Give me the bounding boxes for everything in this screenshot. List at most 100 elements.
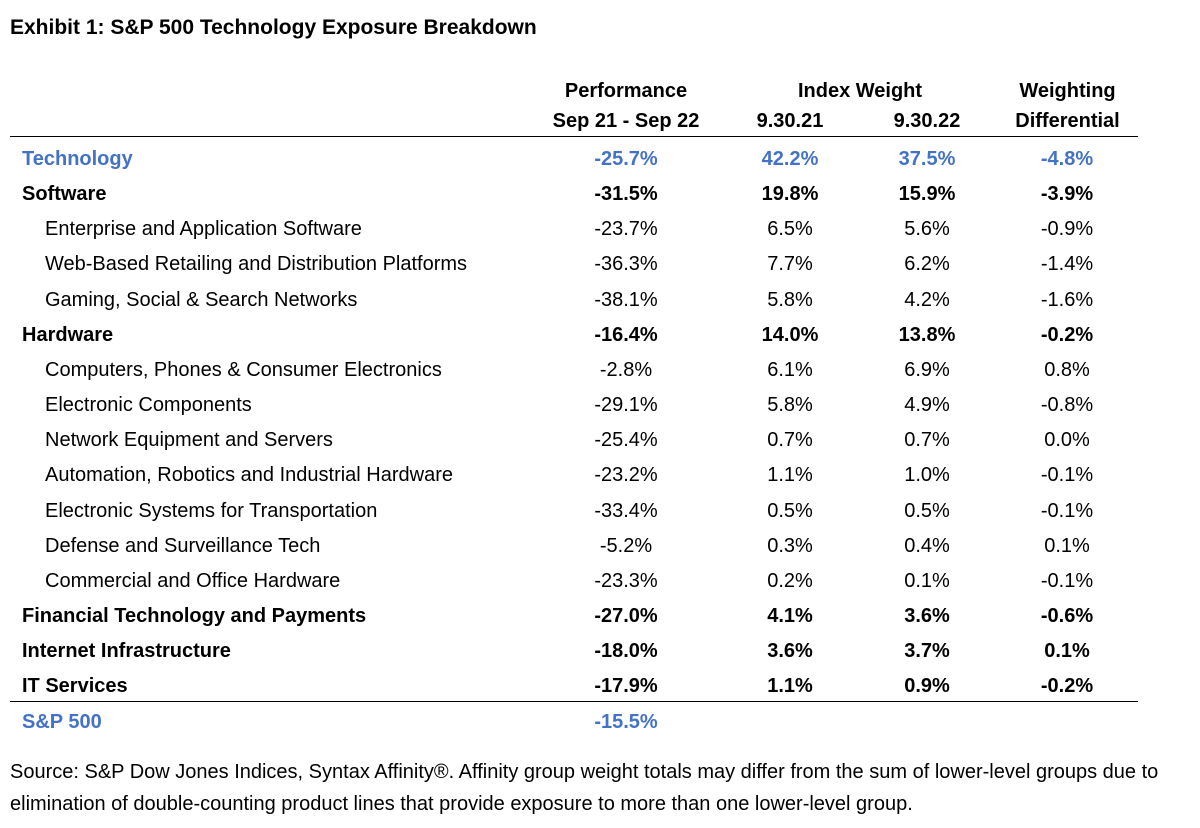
cell-diff: -1.4% [1040, 253, 1094, 276]
cell-w2022: 1.0% [904, 464, 950, 487]
cell-w2021: 5.8% [767, 288, 813, 311]
table-row: Hardware -16.4% 14.0% 13.8% -0.2% [0, 317, 1200, 352]
cell-w2021: 0.2% [767, 569, 813, 592]
cell-performance: -38.1% [594, 288, 658, 311]
cell-performance: -25.4% [594, 429, 658, 452]
sp500-label: S&P 500 [22, 711, 102, 733]
header-differential-line1: Weighting [1019, 80, 1116, 102]
row-label: Electronic Components [45, 394, 252, 417]
cell-w2021: 1.1% [767, 464, 813, 487]
cell-w2022: 37.5% [898, 148, 956, 170]
row-label: Web-Based Retailing and Distribution Pla… [45, 253, 468, 276]
cell-performance: -33.4% [594, 499, 658, 522]
cell-w2022: 3.6% [904, 604, 950, 627]
header-index-weight: Index Weight [797, 80, 923, 102]
header-weight-2022: 9.30.22 [893, 110, 961, 132]
cell-performance: -23.7% [594, 218, 658, 241]
cell-w2022: 4.2% [904, 288, 950, 311]
table-row: Internet Infrastructure -18.0% 3.6% 3.7% 0.1… [0, 633, 1200, 668]
cell-w2022: 0.4% [904, 534, 950, 557]
cell-performance: -16.4% [594, 323, 658, 346]
cell-diff: 0.1% [1044, 640, 1090, 663]
cell-w2021: 0.7% [767, 429, 813, 452]
cell-w2021: 6.5% [767, 218, 813, 241]
cell-w2022: 0.1% [904, 569, 950, 592]
table-row: Financial Technology and Payments -27.0% 4… [0, 598, 1200, 633]
table-row: Network Equipment and Servers -25.4% 0.7% 0… [0, 422, 1200, 457]
table-row: Software -31.5% 19.8% 15.9% -3.9% [0, 176, 1200, 211]
cell-diff: 0.1% [1044, 534, 1090, 557]
exhibit-title: Exhibit 1: S&P 500 Technology Exposure B… [10, 16, 537, 39]
cell-diff: -4.8% [1040, 148, 1094, 170]
cell-w2022: 4.9% [904, 394, 950, 417]
header-rule [10, 136, 1138, 137]
cell-w2022: 15.9% [898, 183, 956, 206]
cell-diff: 0.0% [1044, 429, 1090, 452]
cell-w2021: 3.6% [767, 640, 813, 663]
sp500-performance: -15.5% [594, 711, 658, 733]
cell-diff: -0.1% [1040, 464, 1094, 487]
header-weight-2021: 9.30.21 [756, 110, 824, 132]
row-label: Automation, Robotics and Industrial Hard… [45, 464, 453, 487]
cell-w2022: 6.9% [904, 358, 950, 381]
cell-w2022: 0.5% [904, 499, 950, 522]
cell-diff: -0.6% [1040, 604, 1094, 627]
cell-performance: -18.0% [594, 640, 658, 663]
row-label: Internet Infrastructure [22, 640, 231, 663]
row-label: Computers, Phones & Consumer Electronics [45, 358, 442, 381]
cell-diff: -3.9% [1040, 183, 1094, 206]
cell-w2022: 0.9% [904, 675, 950, 698]
cell-w2021: 14.0% [761, 323, 819, 346]
row-label: Technology [22, 148, 133, 170]
table-row: Gaming, Social & Search Networks -38.1% 5.… [0, 282, 1200, 317]
cell-w2021: 5.8% [767, 394, 813, 417]
header-performance-line1: Performance [564, 80, 688, 102]
row-label: Financial Technology and Payments [22, 604, 367, 627]
cell-diff: -0.9% [1040, 218, 1094, 241]
cell-performance: -17.9% [594, 675, 658, 698]
row-label: IT Services [22, 675, 128, 698]
table-row: Electronic Components -29.1% 5.8% 4.9% -0.8% [0, 387, 1200, 422]
cell-w2022: 5.6% [904, 218, 950, 241]
row-label: Defense and Surveillance Tech [45, 534, 321, 557]
cell-w2022: 3.7% [904, 640, 950, 663]
cell-w2021: 42.2% [761, 148, 819, 170]
cell-performance: -29.1% [594, 394, 658, 417]
cell-performance: -23.3% [594, 569, 658, 592]
cell-diff: -1.6% [1040, 288, 1094, 311]
cell-w2021: 4.1% [767, 604, 813, 627]
cell-performance: -5.2% [599, 534, 653, 557]
cell-w2022: 0.7% [904, 429, 950, 452]
cell-w2022: 13.8% [898, 323, 956, 346]
cell-w2022: 6.2% [904, 253, 950, 276]
header-performance-line2: Sep 21 - Sep 22 [552, 110, 700, 132]
cell-diff: -0.2% [1040, 323, 1094, 346]
row-label: Software [22, 183, 107, 206]
table-row: Defense and Surveillance Tech -5.2% 0.3% 0.… [0, 528, 1200, 563]
cell-diff: -0.2% [1040, 675, 1094, 698]
table-row: Electronic Systems for Transportation -33… [0, 493, 1200, 528]
cell-w2021: 1.1% [767, 675, 813, 698]
table-row: Technology -25.7% 42.2% 37.5% -4.8% [0, 141, 1200, 176]
table-row: Commercial and Office Hardware -23.3% 0.2%… [0, 563, 1200, 598]
cell-diff: -0.1% [1040, 569, 1094, 592]
cell-diff: -0.8% [1040, 394, 1094, 417]
row-label: Gaming, Social & Search Networks [45, 288, 358, 311]
table-row: Web-Based Retailing and Distribution Pla… [0, 246, 1200, 281]
table-row: Automation, Robotics and Industrial Hard… [0, 457, 1200, 492]
cell-diff: -0.1% [1040, 499, 1094, 522]
cell-w2021: 0.3% [767, 534, 813, 557]
row-label: Commercial and Office Hardware [45, 569, 341, 592]
table-row: Enterprise and Application Software -23.7… [0, 211, 1200, 246]
cell-performance: -25.7% [594, 148, 658, 170]
source-note: Source: S&P Dow Jones Indices, Syntax Af… [10, 761, 1159, 815]
table-row: IT Services -17.9% 1.1% 0.9% -0.2% [0, 668, 1200, 703]
sp500-row: S&P 500 -15.5% [0, 704, 1200, 739]
cell-diff: 0.8% [1044, 358, 1090, 381]
cell-performance: -36.3% [594, 253, 658, 276]
header-differential-line2: Differential [1015, 110, 1120, 132]
cell-w2021: 0.5% [767, 499, 813, 522]
cell-w2021: 6.1% [767, 358, 813, 381]
cell-performance: -31.5% [594, 183, 658, 206]
cell-w2021: 19.8% [761, 183, 819, 206]
